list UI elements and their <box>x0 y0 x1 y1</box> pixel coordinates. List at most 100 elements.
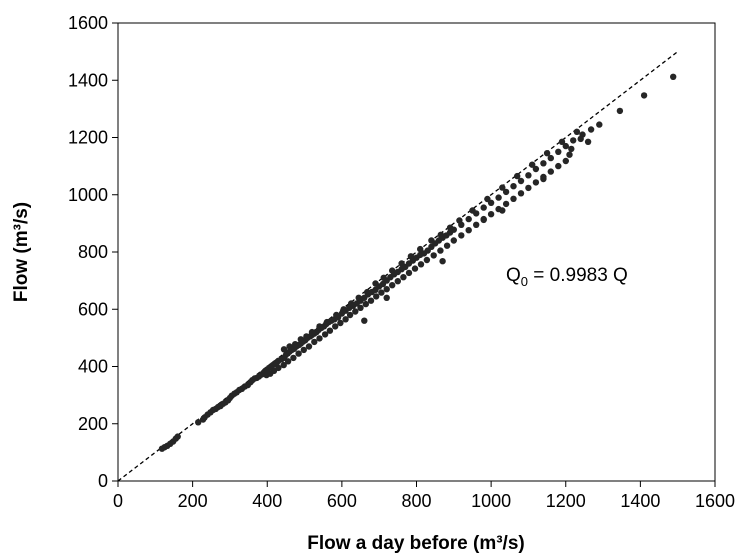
data-point <box>355 294 362 301</box>
data-point <box>514 172 521 180</box>
data-point <box>389 267 396 274</box>
data-point <box>303 333 310 340</box>
data-point <box>616 107 624 115</box>
data-point <box>568 145 575 153</box>
data-point <box>295 350 302 357</box>
data-point <box>346 311 354 319</box>
x-tick-label: 200 <box>178 491 208 511</box>
data-point <box>280 346 288 353</box>
data-point <box>517 190 525 197</box>
data-point <box>373 293 380 300</box>
data-point <box>562 142 569 150</box>
data-point <box>547 154 554 162</box>
data-point <box>337 319 344 327</box>
data-point <box>362 300 369 308</box>
data-point <box>348 300 355 307</box>
data-point <box>566 151 573 158</box>
y-tick-label: 600 <box>78 299 108 319</box>
x-tick-label: 1000 <box>471 491 511 511</box>
data-point <box>555 162 562 170</box>
data-point <box>326 327 334 334</box>
data-point <box>469 207 476 214</box>
data-point <box>458 232 465 239</box>
x-axis-ticks: 0 200 400 600 800 1000 1200 1400 1600 <box>113 481 735 511</box>
y-tick-label: 200 <box>78 414 108 434</box>
data-point <box>405 269 413 277</box>
data-point <box>480 215 487 223</box>
data-point <box>297 336 304 343</box>
data-point <box>670 73 677 81</box>
data-point <box>640 92 648 99</box>
data-point <box>525 184 532 192</box>
data-point <box>502 200 510 208</box>
data-point <box>323 318 331 326</box>
data-point <box>558 138 566 145</box>
data-point <box>465 227 472 234</box>
data-point <box>316 335 323 342</box>
regression-annotation: Q0 = 0.9983 Q <box>506 265 628 289</box>
data-point <box>495 194 502 201</box>
data-point <box>394 278 401 285</box>
data-point <box>407 253 415 260</box>
data-point <box>456 217 463 224</box>
data-point <box>357 304 364 311</box>
y-tick-label: 800 <box>78 242 108 262</box>
data-point <box>367 297 375 304</box>
data-point <box>543 150 551 157</box>
data-point <box>437 247 444 254</box>
data-point <box>300 346 307 354</box>
data-point <box>428 237 435 244</box>
data-point <box>417 261 425 268</box>
data-point <box>333 311 340 319</box>
x-tick-label: 800 <box>401 491 431 511</box>
data-point <box>450 237 457 244</box>
data-point <box>342 316 349 323</box>
data-point <box>517 177 525 185</box>
data-point <box>378 289 385 296</box>
data-point <box>465 215 472 223</box>
data-point <box>361 317 368 324</box>
data-point <box>383 286 390 293</box>
data-point <box>540 160 547 167</box>
data-point <box>499 184 506 191</box>
data-point <box>311 338 318 346</box>
data-point <box>532 179 540 186</box>
data-point <box>587 126 595 133</box>
data-point <box>480 204 487 211</box>
data-point <box>547 168 554 175</box>
data-point <box>195 419 202 426</box>
data-point <box>280 361 287 369</box>
data-point <box>383 294 390 301</box>
x-tick-label: 600 <box>327 491 357 511</box>
data-point <box>389 282 396 289</box>
data-point <box>340 306 347 313</box>
data-point <box>529 161 536 168</box>
y-axis-ticks: 0 200 400 600 800 1000 1200 1400 1600 <box>68 13 118 491</box>
data-point <box>502 188 510 196</box>
data-point <box>525 172 532 179</box>
data-point <box>400 274 407 281</box>
data-point <box>570 137 577 144</box>
data-point <box>380 274 387 281</box>
y-tick-label: 1600 <box>68 13 108 33</box>
data-point <box>174 433 181 440</box>
data-point <box>487 211 495 218</box>
data-point <box>423 256 431 264</box>
data-point <box>417 245 424 253</box>
data-point <box>510 183 517 190</box>
data-point <box>316 323 323 330</box>
data-point <box>352 308 359 315</box>
data-point <box>437 231 444 238</box>
data-point <box>584 138 592 145</box>
data-points <box>158 73 677 452</box>
data-point <box>446 224 454 231</box>
x-tick-label: 0 <box>113 491 123 511</box>
data-point <box>484 195 491 203</box>
data-point <box>305 343 313 350</box>
data-point <box>275 364 282 372</box>
data-point <box>372 280 379 287</box>
data-point <box>540 175 547 183</box>
x-tick-label: 1200 <box>546 491 586 511</box>
data-point <box>290 354 297 362</box>
